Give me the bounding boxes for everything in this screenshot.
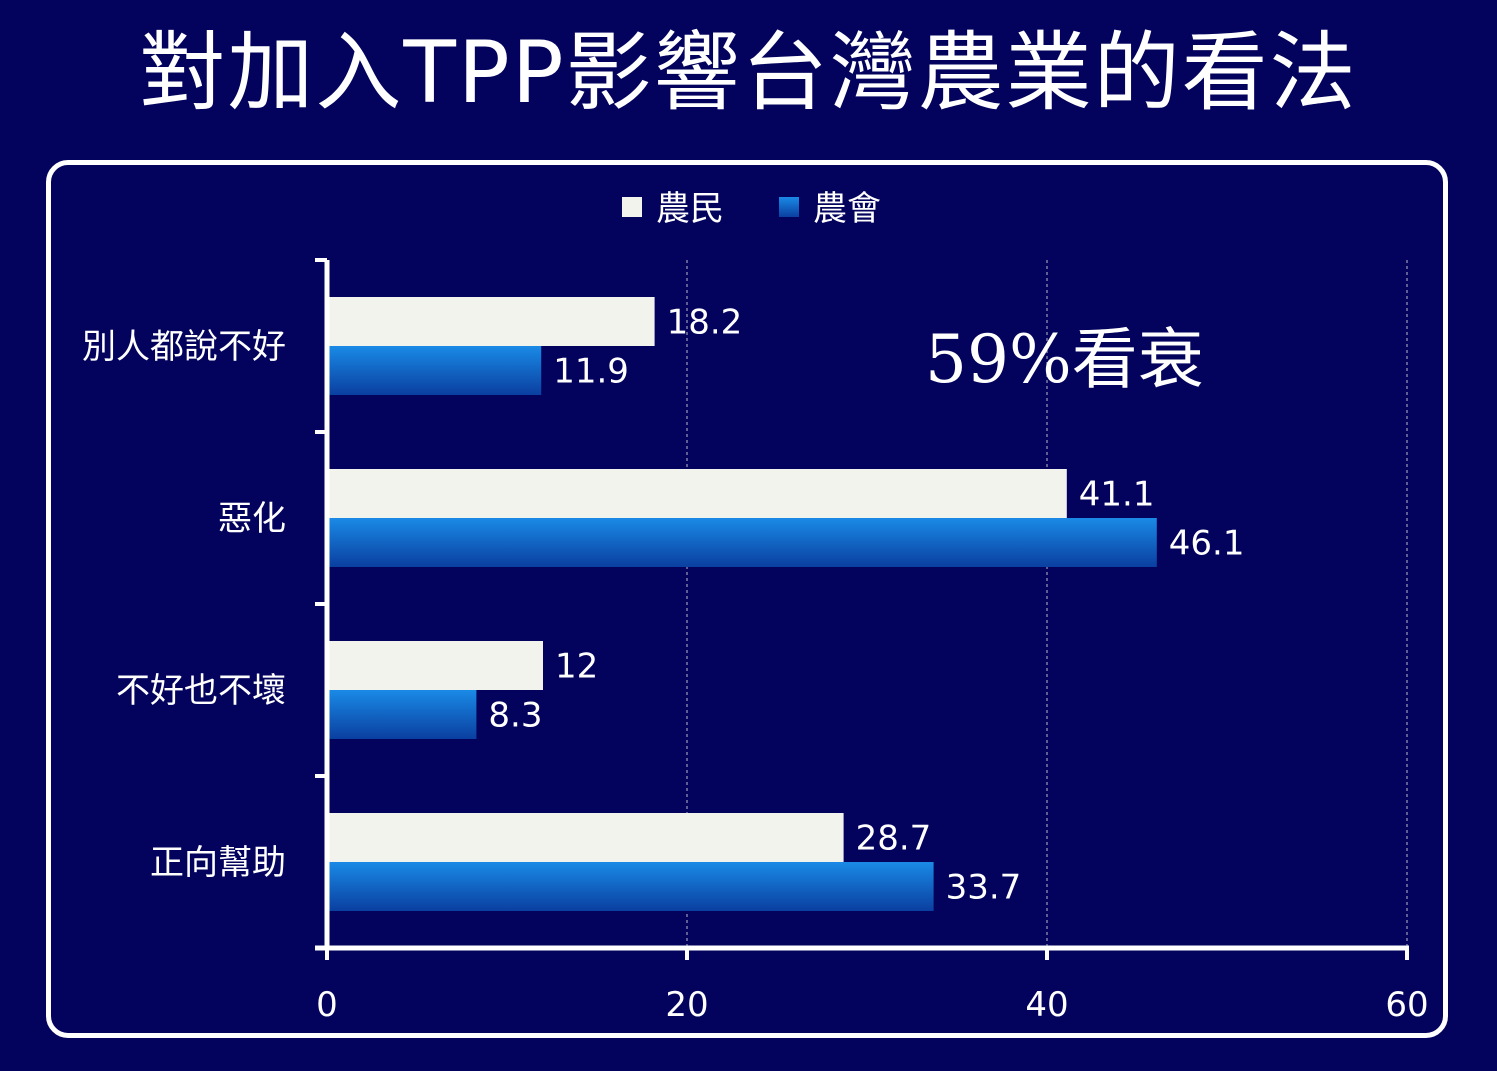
x-tick-label: 20 [665, 985, 708, 1025]
x-tick-label: 40 [1025, 985, 1068, 1025]
bar-farmer [329, 469, 1067, 518]
grid-lines [686, 260, 1408, 948]
legend-swatch-association [779, 197, 799, 217]
labels: 0 20 40 60 別人都說不好 18.2 11.9 惡化 41.1 46.1 不好也不壞 12 8.… [82, 303, 1429, 1026]
data-label: 12 [555, 647, 598, 687]
axes [315, 258, 1409, 960]
data-label: 11.9 [553, 352, 629, 392]
data-label: 8.3 [488, 696, 542, 736]
category-label: 惡化 [218, 499, 286, 539]
x-tick-label: 0 [316, 985, 338, 1025]
category-label: 別人都說不好 [82, 327, 286, 367]
bar-association [329, 690, 477, 739]
x-tick-label: 60 [1385, 985, 1428, 1025]
bars [329, 297, 1157, 911]
bar-association [329, 518, 1157, 567]
category-label: 正向幫助 [150, 843, 286, 883]
category-label: 不好也不壞 [116, 671, 286, 711]
legend-label: 農民 [656, 189, 724, 229]
legend-label: 農會 [813, 189, 881, 229]
chart-panel [46, 160, 1448, 1038]
legend: 農民 農會 [622, 189, 881, 229]
legend-swatch-farmer [622, 197, 642, 217]
data-label: 18.2 [667, 303, 743, 343]
bar-association [329, 862, 934, 911]
bar-farmer [329, 297, 655, 346]
data-label: 33.7 [946, 868, 1022, 908]
data-label: 41.1 [1079, 475, 1155, 515]
chart-title: 對加入TPP影響台灣農業的看法 [139, 23, 1358, 123]
data-label: 46.1 [1169, 524, 1245, 564]
bar-farmer [329, 813, 844, 862]
bar-association [329, 346, 542, 395]
bar-farmer [329, 641, 543, 690]
data-label: 28.7 [856, 819, 932, 859]
annotation-text: 59%看衰 [925, 321, 1204, 398]
